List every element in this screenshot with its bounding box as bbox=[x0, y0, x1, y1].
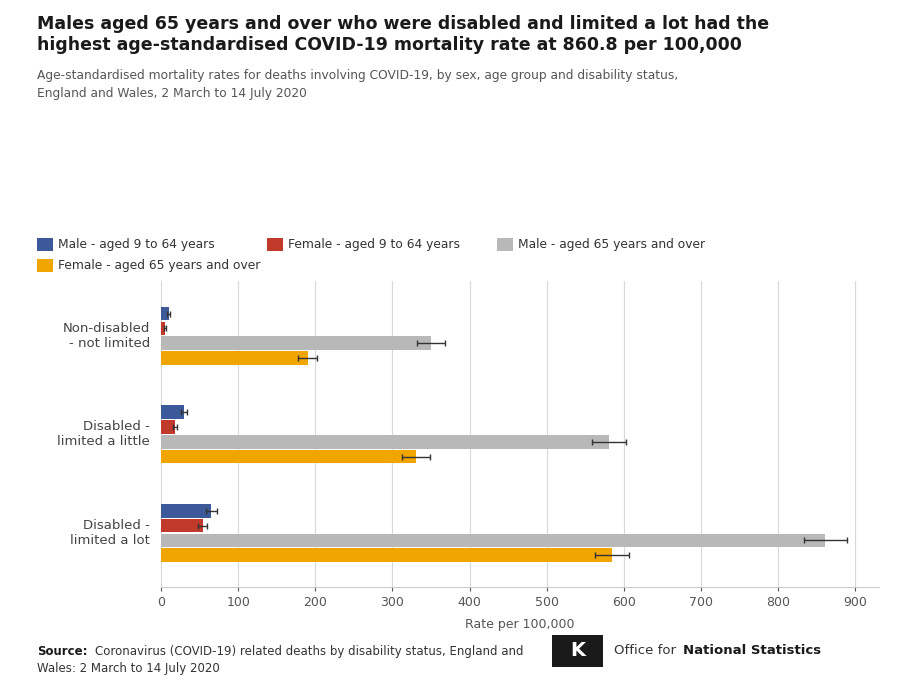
Text: National Statistics: National Statistics bbox=[682, 644, 820, 657]
Text: Male - aged 9 to 64 years: Male - aged 9 to 64 years bbox=[58, 238, 214, 251]
Text: Coronavirus (COVID-19) related deaths by disability status, England and: Coronavirus (COVID-19) related deaths by… bbox=[95, 645, 523, 658]
Bar bbox=[161, 306, 168, 320]
Bar bbox=[161, 322, 165, 335]
Bar bbox=[161, 518, 202, 532]
Text: highest age-standardised COVID-19 mortality rate at 860.8 per 100,000: highest age-standardised COVID-19 mortal… bbox=[37, 36, 741, 54]
Text: Female - aged 9 to 64 years: Female - aged 9 to 64 years bbox=[288, 238, 460, 251]
Bar bbox=[161, 405, 184, 419]
Text: Source:: Source: bbox=[37, 645, 87, 658]
Text: Male - aged 65 years and over: Male - aged 65 years and over bbox=[517, 238, 704, 251]
Text: K: K bbox=[569, 641, 584, 660]
Text: Wales: 2 March to 14 July 2020: Wales: 2 March to 14 July 2020 bbox=[37, 662, 220, 675]
Text: Office for: Office for bbox=[613, 644, 679, 657]
Text: Female - aged 65 years and over: Female - aged 65 years and over bbox=[58, 259, 260, 272]
Bar bbox=[161, 336, 431, 350]
Bar bbox=[161, 504, 211, 518]
Bar bbox=[161, 420, 175, 434]
Text: Males aged 65 years and over who were disabled and limited a lot had the: Males aged 65 years and over who were di… bbox=[37, 15, 768, 33]
Bar bbox=[161, 450, 415, 464]
Bar bbox=[161, 548, 612, 562]
Bar bbox=[161, 534, 824, 547]
Bar bbox=[161, 351, 307, 365]
Text: Age-standardised mortality rates for deaths involving COVID-19, by sex, age grou: Age-standardised mortality rates for dea… bbox=[37, 70, 677, 101]
Bar bbox=[161, 435, 607, 448]
X-axis label: Rate per 100,000: Rate per 100,000 bbox=[464, 618, 574, 630]
